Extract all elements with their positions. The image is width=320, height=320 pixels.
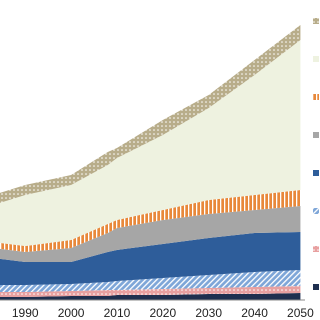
legend-swatch <box>313 284 319 290</box>
x-tick-label: 2010 <box>104 306 131 320</box>
area <box>0 270 301 292</box>
area <box>0 286 301 297</box>
area <box>0 25 301 203</box>
area <box>0 293 301 300</box>
area <box>0 40 301 246</box>
legend-swatch <box>313 132 319 138</box>
x-tick-label: 1990 <box>12 306 39 320</box>
x-tick-label: 2020 <box>149 306 176 320</box>
x-tick-label: 2000 <box>58 306 85 320</box>
legend-swatch <box>313 208 319 214</box>
legend-swatch <box>313 18 319 24</box>
legend-swatch <box>313 170 319 176</box>
legend-swatch <box>313 246 319 252</box>
x-tick-label: 2050 <box>287 306 314 320</box>
legend-swatch <box>313 56 319 62</box>
area <box>0 190 301 252</box>
x-tick-label: 2040 <box>241 306 268 320</box>
x-tick-label: 2030 <box>195 306 222 320</box>
legend-swatch <box>313 94 319 100</box>
area <box>0 232 301 285</box>
area <box>0 206 301 262</box>
